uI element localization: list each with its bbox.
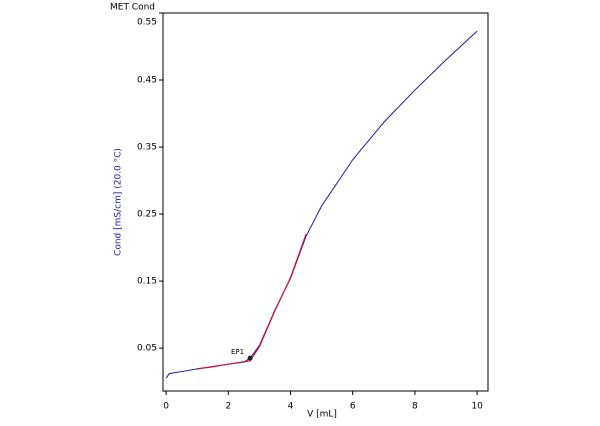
- y-tick-label: 0.15: [137, 277, 157, 287]
- x-tick-label: 0: [163, 402, 169, 412]
- endpoint-label: EP1: [231, 348, 244, 356]
- x-tick-label: 2: [225, 402, 231, 412]
- x-axis-label: V [mL]: [307, 410, 337, 420]
- y-tick-label: 0.45: [137, 76, 157, 86]
- x-tick-label: 4: [288, 402, 294, 412]
- plot-frame: [162, 12, 489, 392]
- y-tick-label: 0.35: [137, 143, 157, 153]
- x-tick-label: 10: [471, 402, 483, 412]
- chart-title: MET Cond: [110, 3, 155, 13]
- data-line: [197, 233, 307, 370]
- data-line: [165, 30, 478, 379]
- endpoint-marker: [247, 355, 253, 361]
- x-tick-label: 8: [412, 402, 418, 412]
- y-tick-label: 0.55: [137, 18, 157, 28]
- y-tick-label: 0.25: [137, 210, 157, 220]
- y-axis-label: Cond [mS/cm] (20.0 °C): [114, 148, 124, 256]
- y-tick-label: 0.05: [137, 344, 157, 354]
- x-tick-label: 6: [350, 402, 356, 412]
